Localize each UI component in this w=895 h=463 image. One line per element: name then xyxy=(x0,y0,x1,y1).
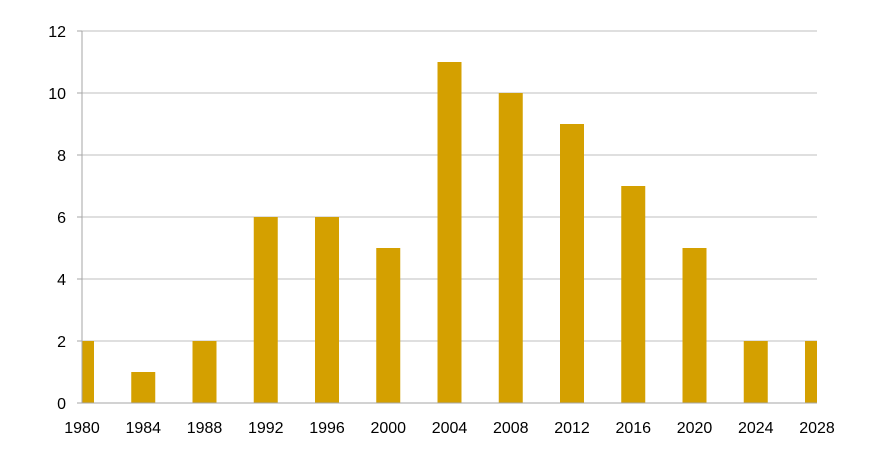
bar-1992 xyxy=(253,217,278,403)
x-tick-label: 2000 xyxy=(370,420,406,437)
bar-1996 xyxy=(315,217,339,403)
bar-2004 xyxy=(437,62,462,403)
bar-2024 xyxy=(743,341,768,403)
bars xyxy=(82,62,817,403)
y-tick-label: 10 xyxy=(48,86,66,103)
x-tick-label: 1984 xyxy=(125,420,161,437)
x-tick-label: 1980 xyxy=(64,420,100,437)
y-tick-label: 0 xyxy=(57,396,66,413)
y-tick-label: 12 xyxy=(48,24,66,41)
x-tick-labels: 1980 1984 1988 1992 1996 2000 2004 2008 2012 2016… xyxy=(64,420,835,437)
x-tick-label: 1992 xyxy=(248,420,284,437)
y-tick-labels: 0 2 4 6 8 10 12 xyxy=(48,24,66,413)
x-tick-label: 2004 xyxy=(432,420,468,437)
x-tick-label: 2020 xyxy=(677,420,713,437)
x-tick-label: 2012 xyxy=(554,420,590,437)
y-tick-label: 8 xyxy=(57,148,66,165)
bar-2028 xyxy=(805,341,817,403)
bar-2016 xyxy=(621,186,646,403)
bar-1984 xyxy=(131,372,156,403)
x-tick-label: 2028 xyxy=(799,420,835,437)
x-tick-label: 1996 xyxy=(309,420,345,437)
x-tick-label: 2008 xyxy=(493,420,529,437)
bar-2008 xyxy=(498,93,523,403)
x-tick-label: 2024 xyxy=(738,420,774,437)
bar-2020 xyxy=(682,248,707,403)
bar-1988 xyxy=(192,341,217,403)
x-tick-label: 1988 xyxy=(187,420,223,437)
axes xyxy=(77,30,817,404)
y-tick-label: 6 xyxy=(57,210,66,227)
y-tick-label: 2 xyxy=(57,334,66,351)
bar-2012 xyxy=(560,124,584,403)
x-tick-label: 2016 xyxy=(615,420,651,437)
y-tick-label: 4 xyxy=(57,272,66,289)
bar-2000 xyxy=(376,248,401,403)
bar-1980 xyxy=(82,341,94,403)
